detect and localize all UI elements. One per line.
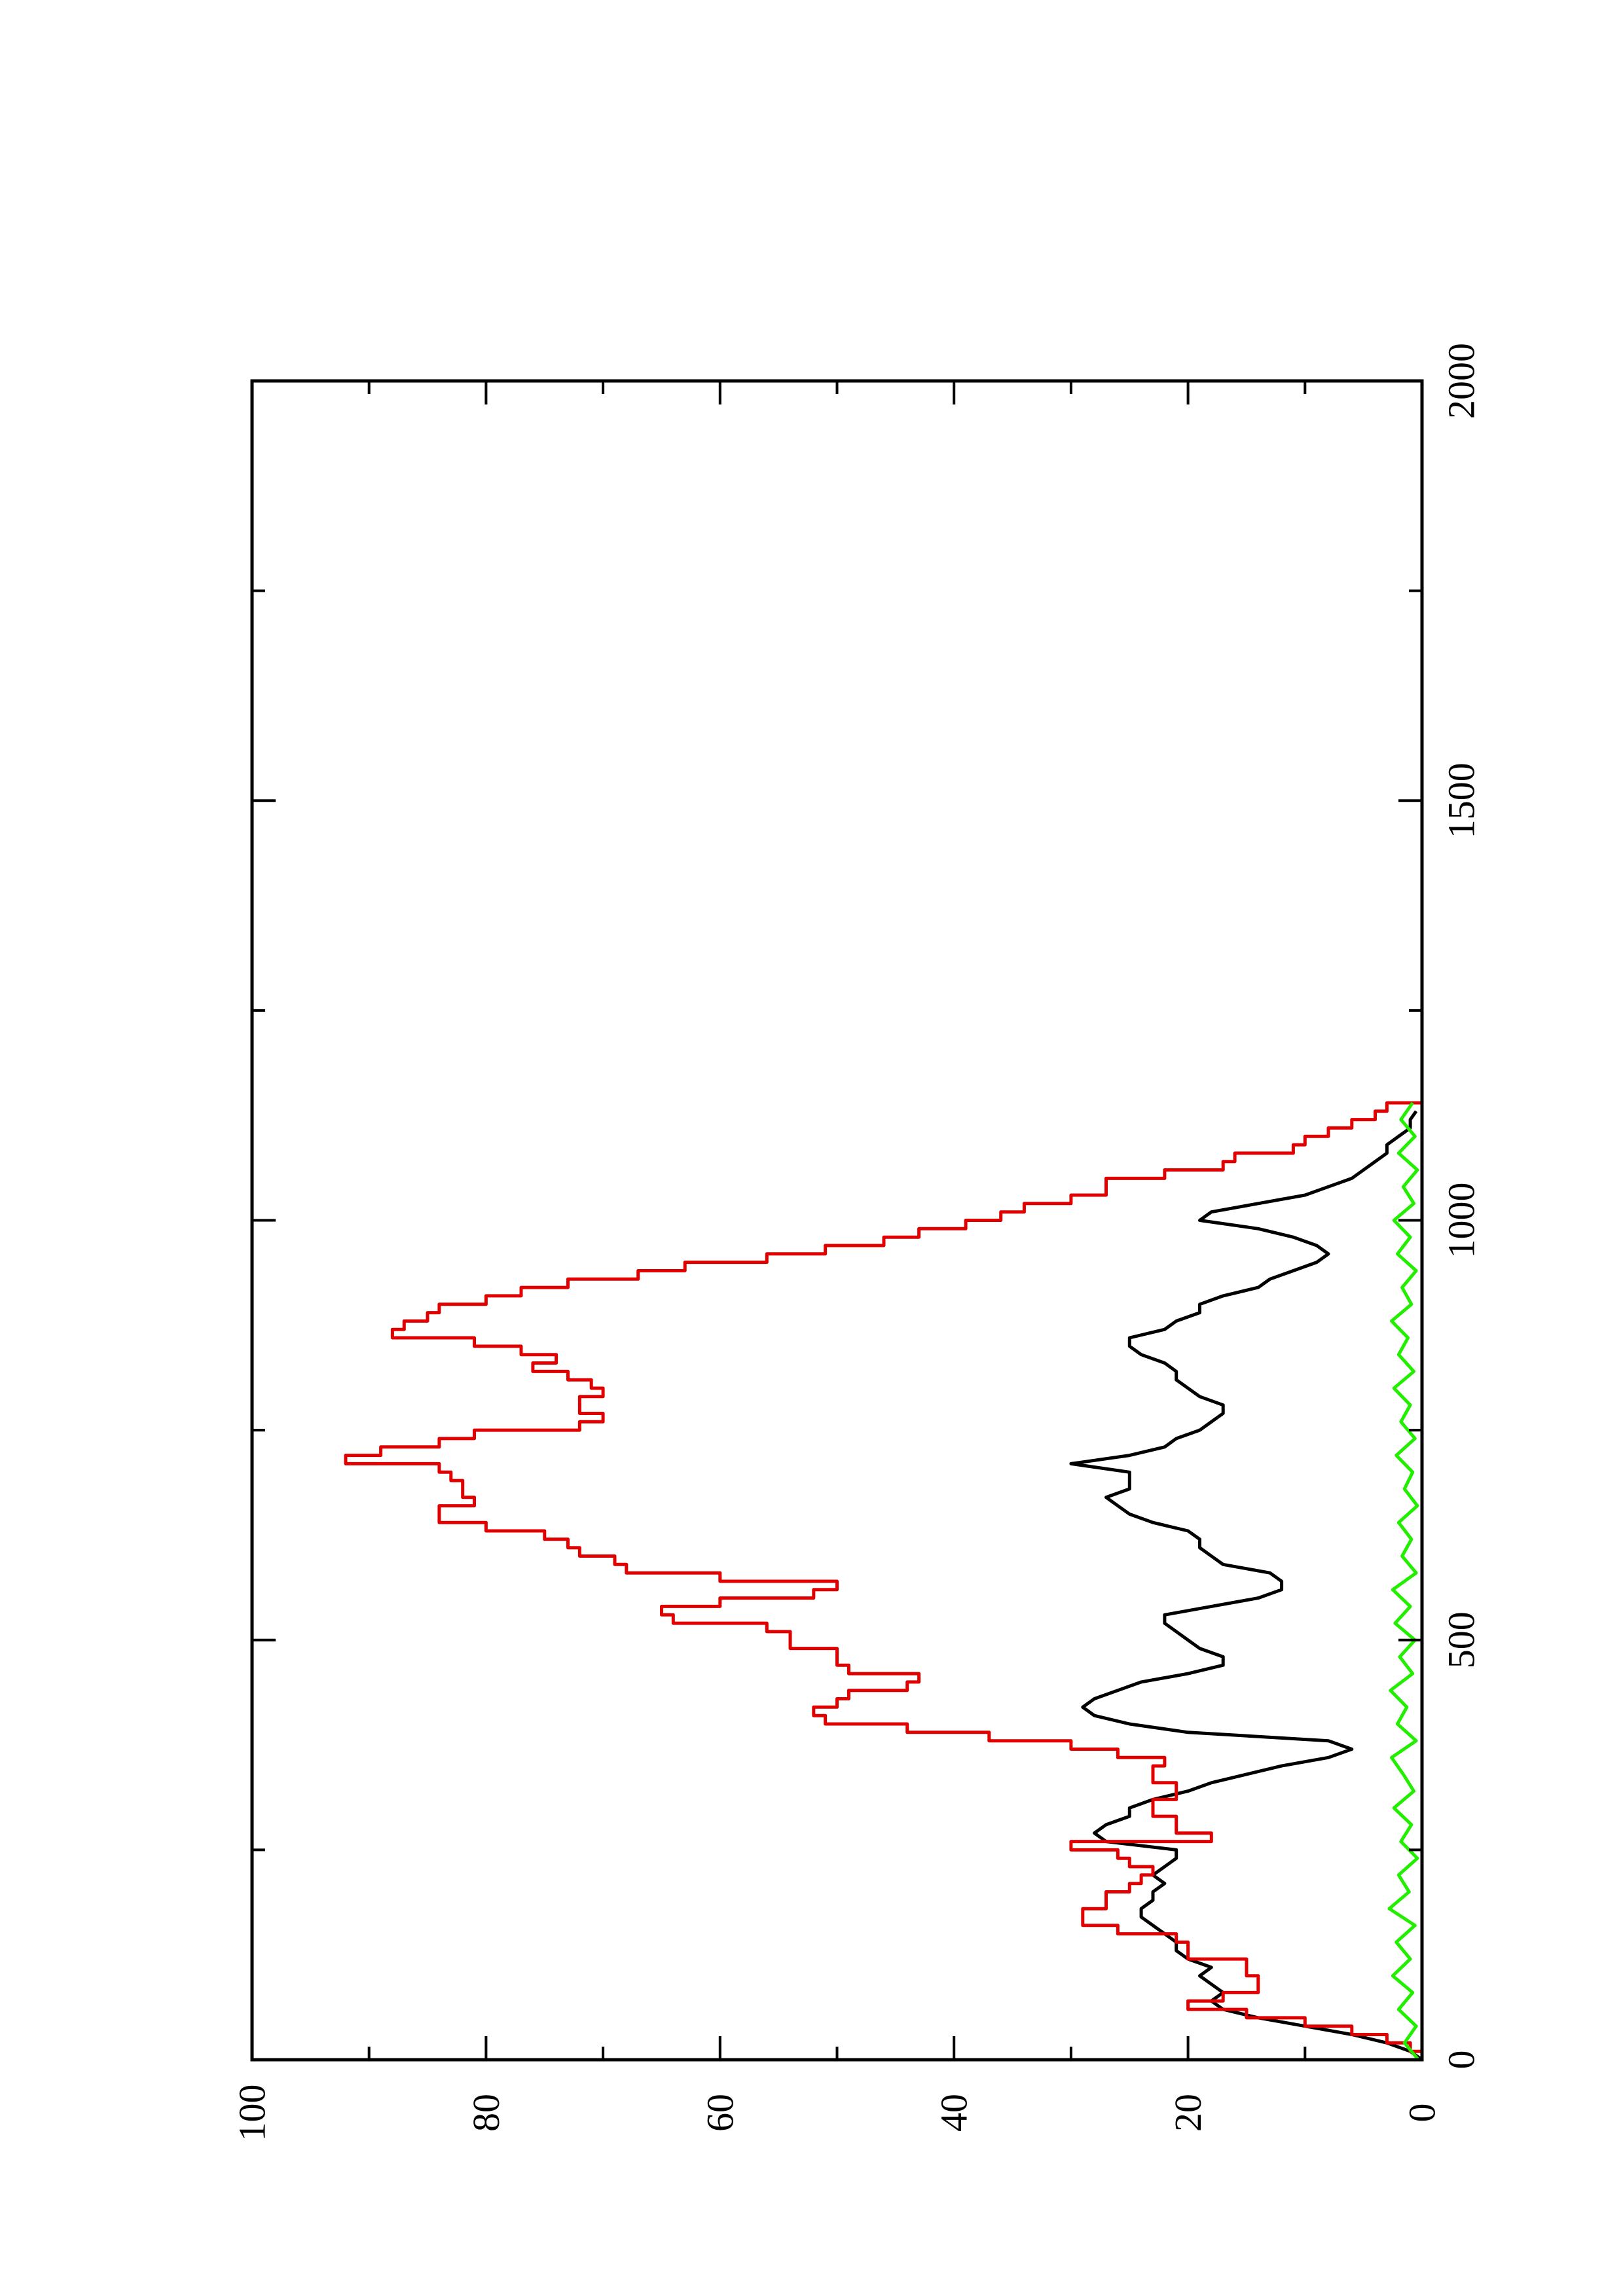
y-tick-label: 0: [1401, 2104, 1444, 2123]
series-line-3: [1387, 1102, 1420, 2061]
y-tick-label: 40: [933, 2094, 976, 2132]
x-tick-label: 2000: [1440, 343, 1483, 419]
axis-ticks: [251, 380, 1423, 2061]
y-tick-label: 20: [1167, 2094, 1209, 2132]
y-tick-label: 60: [699, 2094, 741, 2132]
x-tick-labels: 0 500 1000 1500 2000: [1440, 343, 1483, 2070]
y-tick-labels: 0 20 40 60 80 100: [231, 2085, 1444, 2142]
x-tick-label: 1000: [1440, 1183, 1483, 1259]
y-tick-label: 80: [465, 2094, 507, 2132]
x-tick-label: 0: [1440, 2051, 1483, 2070]
series-line-1: [1069, 1110, 1423, 2062]
x-tick-label: 1500: [1440, 762, 1483, 838]
plot-area: 0 500 1000 1500 2000 0 20 40 60 80 100: [231, 343, 1483, 2142]
x-tick-label: 500: [1440, 1611, 1483, 1668]
series-group: [344, 1101, 1424, 2062]
y-tick-label: 100: [231, 2085, 274, 2142]
series-line-2: [344, 1101, 1424, 2060]
